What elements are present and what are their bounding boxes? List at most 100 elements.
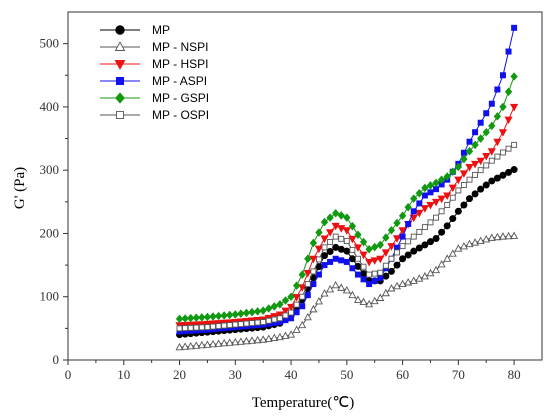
data-point: [494, 153, 501, 160]
data-point: [382, 262, 389, 269]
series-5: [176, 141, 518, 332]
y-tick-label: 100: [40, 289, 60, 304]
data-point: [342, 227, 351, 235]
data-point: [182, 325, 189, 332]
y-tick-label: 500: [40, 36, 60, 51]
data-point: [404, 202, 412, 212]
data-point: [304, 281, 311, 288]
data-point: [288, 309, 295, 316]
data-point: [505, 145, 512, 152]
data-point: [215, 323, 222, 330]
data-point: [354, 262, 362, 270]
data-point: [454, 207, 462, 215]
data-point: [421, 241, 429, 249]
data-point: [448, 249, 457, 257]
data-point: [393, 261, 401, 269]
x-tick-label: 40: [285, 367, 298, 382]
data-point: [420, 205, 429, 213]
data-point: [470, 160, 480, 169]
data-point: [443, 254, 452, 262]
data-point: [281, 296, 290, 305]
data-point: [376, 255, 385, 264]
data-point: [314, 297, 323, 305]
data-point: [327, 239, 334, 245]
data-point: [393, 281, 402, 290]
data-point: [370, 257, 379, 265]
data-point: [116, 77, 124, 85]
data-point: [343, 213, 351, 222]
data-point: [426, 201, 435, 210]
data-point: [437, 260, 446, 268]
data-point: [511, 24, 518, 31]
plot-frame: [67, 11, 543, 361]
data-point: [377, 274, 384, 281]
data-point: [175, 342, 184, 351]
x-tick-label: 30: [229, 367, 242, 382]
data-point: [444, 202, 451, 208]
data-point: [337, 211, 345, 220]
data-point: [116, 111, 124, 119]
series-line: [179, 27, 515, 332]
data-point: [298, 284, 307, 292]
data-point: [281, 331, 290, 339]
data-point: [410, 247, 418, 255]
data-point: [282, 317, 289, 324]
data-point: [203, 340, 212, 348]
data-point: [459, 170, 469, 178]
data-point: [298, 320, 307, 329]
data-point: [254, 319, 261, 326]
data-point: [438, 208, 445, 215]
data-point: [471, 190, 479, 198]
data-point: [399, 233, 406, 240]
data-point: [505, 48, 512, 55]
series-line: [179, 76, 515, 320]
data-point: [465, 164, 474, 172]
data-point: [265, 304, 273, 313]
data-point: [331, 222, 340, 231]
data-point: [203, 312, 212, 322]
data-point: [366, 271, 373, 278]
data-point: [270, 302, 278, 311]
data-point: [264, 334, 273, 342]
data-point: [471, 238, 480, 246]
data-point: [443, 192, 452, 201]
data-point: [293, 309, 300, 316]
data-point: [314, 245, 324, 254]
data-point: [355, 255, 361, 262]
data-point: [226, 310, 234, 320]
data-point: [292, 325, 301, 333]
data-point: [387, 284, 396, 292]
series-1: [175, 231, 519, 351]
data-point: [114, 60, 126, 70]
data-point: [265, 317, 272, 324]
data-point: [465, 146, 474, 156]
data-point: [231, 337, 240, 346]
data-point: [499, 72, 506, 79]
data-point: [337, 225, 346, 233]
data-point: [326, 213, 334, 222]
data-point: [443, 172, 451, 181]
data-point: [432, 265, 441, 274]
data-point: [293, 301, 300, 308]
data-point: [438, 228, 446, 236]
data-point: [371, 270, 378, 277]
data-point: [421, 192, 428, 199]
data-point: [510, 231, 519, 239]
data-point: [454, 176, 463, 185]
data-point: [493, 112, 502, 121]
data-point: [487, 233, 496, 241]
data-point: [331, 280, 340, 289]
data-point: [348, 255, 356, 263]
data-point: [482, 181, 490, 189]
data-point: [253, 335, 262, 344]
data-point: [398, 211, 407, 221]
data-point: [210, 323, 216, 330]
data-point: [349, 246, 356, 253]
data-point: [472, 171, 479, 178]
data-point: [287, 330, 296, 338]
x-tick-label: 10: [117, 367, 130, 382]
data-point: [198, 324, 205, 331]
data-point: [353, 244, 363, 252]
legend-label: MP - GSPI: [152, 91, 209, 105]
